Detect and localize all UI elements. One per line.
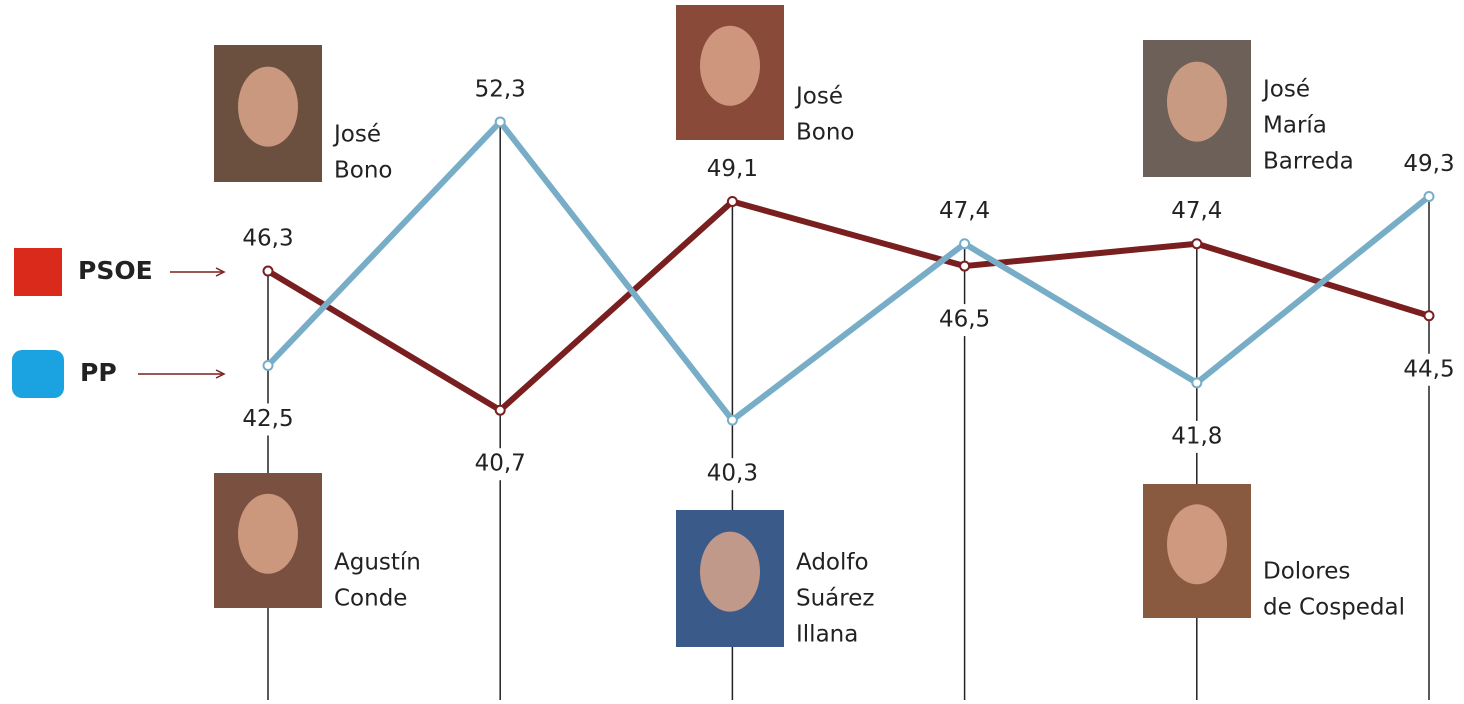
marker	[1423, 310, 1435, 322]
label-bg	[934, 195, 995, 228]
label-bg	[238, 403, 298, 436]
pp-logo	[12, 350, 64, 398]
photo-face	[1167, 504, 1227, 585]
label-bg	[470, 448, 531, 481]
legend-arrowhead	[215, 369, 226, 379]
value-label: 40,3	[707, 461, 758, 487]
marker	[1191, 377, 1203, 389]
marker	[262, 265, 274, 277]
value-label: 46,5	[939, 307, 990, 333]
value-label: 49,3	[1403, 151, 1454, 177]
value-label: 40,7	[475, 451, 526, 477]
value-label: 52,3	[475, 76, 526, 102]
marker	[494, 116, 506, 128]
candidate-name: Illana	[796, 622, 858, 648]
value-label: 49,1	[707, 156, 758, 182]
label-bg	[1166, 195, 1227, 228]
photo-face	[238, 493, 298, 574]
marker	[494, 404, 506, 416]
marker	[1191, 238, 1203, 250]
candidate-name: José	[1261, 77, 1310, 103]
legend-arrowhead	[215, 267, 226, 277]
value-label: 47,4	[939, 198, 990, 224]
label-bg	[934, 304, 995, 337]
candidate-name: Suárez	[796, 586, 874, 612]
marker	[726, 414, 738, 426]
label-bg	[238, 223, 298, 256]
label-bg	[702, 153, 763, 186]
marker	[262, 359, 274, 371]
candidate-name: Barreda	[1263, 149, 1354, 175]
value-label: 46,3	[242, 226, 293, 252]
photo-face	[700, 531, 760, 612]
candidate-name: Bono	[796, 120, 855, 146]
label-bg	[702, 458, 763, 491]
candidate-name: José	[794, 84, 843, 110]
legend-label: PSOE	[78, 256, 153, 285]
label-bg	[1166, 420, 1227, 453]
marker	[959, 260, 971, 272]
candidate-name: María	[1263, 113, 1327, 139]
candidate-name: de Cospedal	[1263, 595, 1405, 621]
photo-face	[238, 66, 298, 147]
label-bg	[1399, 353, 1459, 386]
candidate-name: Bono	[334, 158, 393, 184]
candidate-name: Conde	[334, 586, 407, 612]
marker	[1423, 190, 1435, 202]
legend-label: PP	[80, 358, 117, 387]
marker	[726, 195, 738, 207]
photo-face	[1167, 61, 1227, 142]
series-line	[266, 198, 1430, 414]
candidate-name: Dolores	[1263, 559, 1350, 585]
psoe-logo	[14, 248, 62, 296]
candidate-name: Adolfo	[796, 550, 869, 576]
marker	[959, 238, 971, 250]
candidate-name: Agustín	[334, 550, 421, 576]
candidate-name: José	[332, 122, 381, 148]
value-label: 44,5	[1403, 356, 1454, 382]
photo-face	[700, 25, 760, 106]
series-line	[265, 118, 1431, 424]
label-bg	[1399, 148, 1459, 181]
value-label: 42,5	[242, 406, 293, 432]
value-label: 41,8	[1171, 423, 1222, 449]
value-label: 47,4	[1171, 198, 1222, 224]
label-bg	[470, 73, 531, 106]
